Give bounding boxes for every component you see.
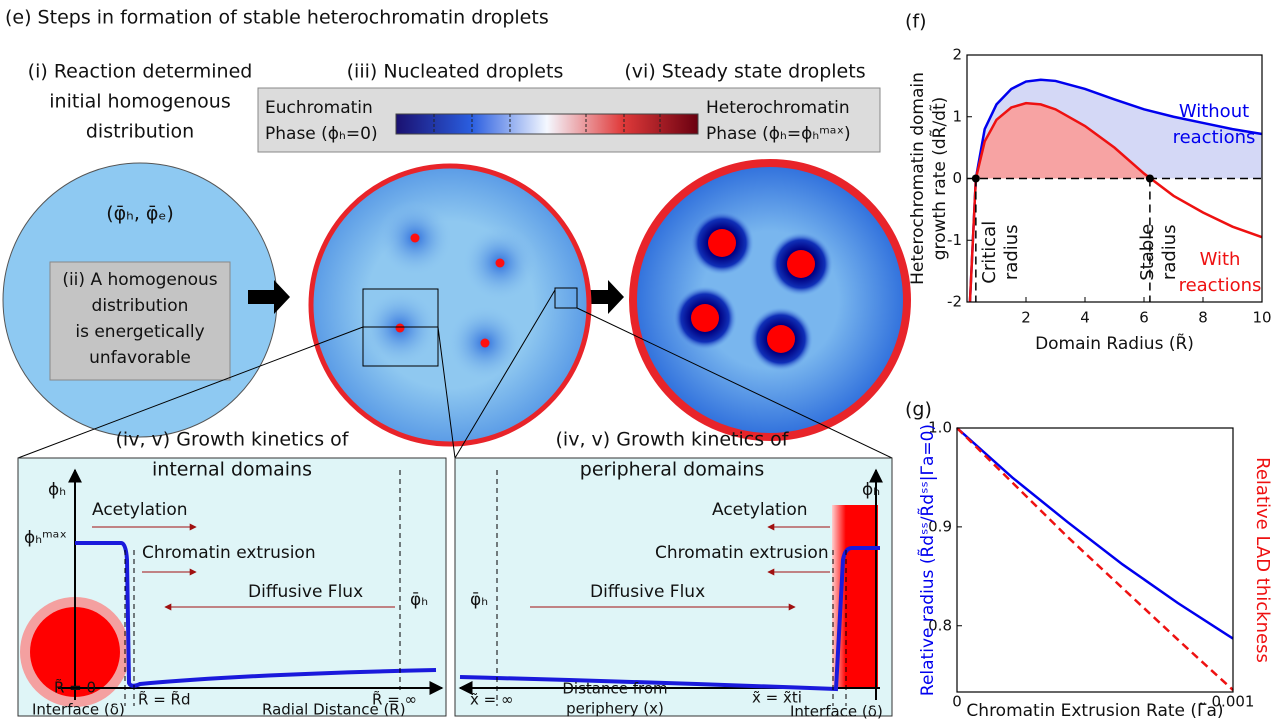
- figure: (e) Steps in formation of stable heteroc…: [0, 0, 1281, 721]
- x-tick-label: 10: [1252, 309, 1271, 327]
- label: Interface (δ): [32, 701, 125, 719]
- chart-title: (g): [905, 399, 932, 421]
- x-axis-label: Chromatin Extrusion Rate (Γ̃a): [966, 701, 1223, 721]
- series-line: [957, 428, 1233, 690]
- x-tick-label: 6: [1139, 309, 1149, 327]
- annotation: Stableradius: [1137, 224, 1180, 281]
- label: φ̄ₕ: [470, 590, 488, 610]
- label: Chromatin extrusion: [655, 543, 829, 563]
- label: ϕₕ: [862, 480, 880, 500]
- step-label: (i) Reaction determined: [28, 61, 253, 83]
- label: R̃ = 0: [54, 678, 96, 697]
- initial-state: (φ̄ₕ, φ̄ₑ): [106, 203, 174, 225]
- x-tick-label: 2: [1021, 309, 1031, 327]
- note: (ii) A homogenous: [62, 270, 217, 290]
- label: Radial Distance (R): [262, 701, 406, 719]
- panel-e: (e) Steps in formation of stable heteroc…: [3, 7, 907, 721]
- note: unfavorable: [89, 348, 191, 368]
- y-tick-label: -2: [947, 293, 962, 311]
- step-label: (vi) Steady state droplets: [624, 61, 865, 83]
- panel-subtitle: (iv, v) Growth kinetics of: [116, 429, 350, 451]
- note: is energetically: [75, 322, 204, 342]
- label: Acetylation: [92, 500, 188, 520]
- step-label: (iii) Nucleated droplets: [347, 61, 564, 83]
- y-axis-label: Relative radius (R̃dˢˢ/R̃dˢˢ|Γa=0): [917, 424, 938, 696]
- x-tick-label: 8: [1198, 309, 1208, 327]
- annotation-dot: [972, 175, 980, 183]
- annotation: Criticalradius: [979, 221, 1022, 284]
- colorbar: [396, 114, 698, 134]
- nucleated-cell: [311, 166, 589, 444]
- panel-subtitle: internal domains: [152, 459, 312, 481]
- series-line: [957, 428, 1233, 639]
- label: Acetylation: [712, 500, 808, 520]
- y2-axis-label: Relative LAD thickness: [1252, 457, 1273, 663]
- note: distribution: [92, 296, 189, 316]
- y-tick-label: 2: [952, 46, 962, 64]
- y-axis-label: growth rate (dR̃/dt̃): [929, 97, 950, 261]
- label: Distance from: [562, 680, 667, 698]
- label: Diffusive Flux: [248, 582, 363, 602]
- y-axis-label: Heterochromatin domain: [908, 72, 928, 285]
- x-tick-label: 0: [952, 693, 962, 711]
- colorbar-label: Phase (ϕₕ=ϕₕᵐᵃˣ): [706, 124, 851, 144]
- y-tick-label: 0: [952, 169, 962, 187]
- x-axis-label: Domain Radius (R̃): [1035, 333, 1194, 354]
- label: Interface (δ): [790, 703, 883, 721]
- colorbar-label: Phase (ϕₕ=0): [265, 124, 378, 144]
- y-tick-label: 1: [952, 107, 962, 125]
- step-label: distribution: [86, 121, 194, 143]
- colorbar-label: Heterochromatin: [706, 98, 850, 118]
- panel-title: (e) Steps in formation of stable heteroc…: [5, 7, 549, 29]
- panel-subtitle: (iv, v) Growth kinetics of: [556, 429, 790, 451]
- step-label: initial homogenous: [49, 91, 230, 113]
- steady-cell: [633, 163, 907, 437]
- label: periphery (x): [566, 700, 664, 718]
- label: Diffusive Flux: [590, 582, 705, 602]
- label: x̃ = ∞: [470, 691, 513, 709]
- label: φ̄ₕ: [410, 590, 428, 610]
- colorbar-label: Euchromatin: [265, 98, 373, 118]
- label: ϕₕᵐᵃˣ: [24, 528, 67, 548]
- label: Chromatin extrusion: [142, 543, 316, 563]
- x-tick-label: 4: [1080, 309, 1090, 327]
- panel-subtitle: peripheral domains: [580, 459, 764, 481]
- chart-title: (f): [905, 11, 927, 33]
- label: R̃ = R̃d: [138, 690, 190, 709]
- label: ϕₕ: [48, 480, 66, 500]
- annotation-dot: [1146, 175, 1154, 183]
